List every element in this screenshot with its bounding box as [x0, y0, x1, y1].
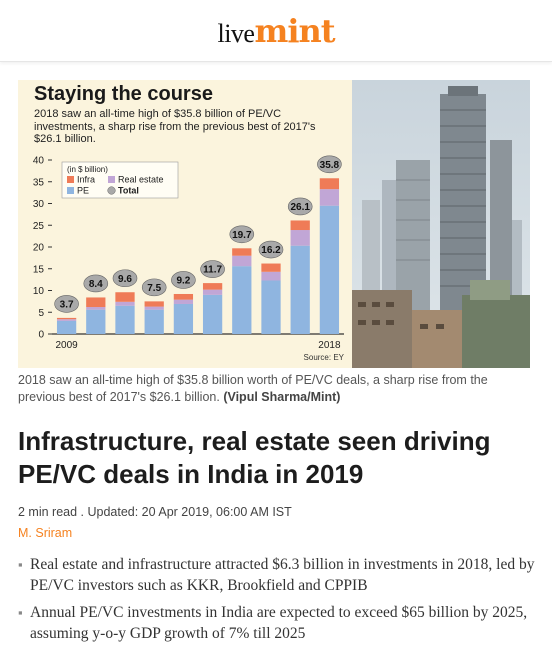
bar-segment-pe — [261, 280, 281, 334]
bar-segment-pe — [56, 320, 77, 334]
legend-label-real-estate: Real estate — [118, 175, 164, 185]
summary-item: ▪ Annual PE/VC investments in India are … — [18, 602, 538, 644]
total-bubble — [200, 260, 225, 278]
legend-unit-note: (in $ billion) — [67, 165, 108, 174]
chart-title: Staying the course — [34, 83, 213, 105]
article-summary: ▪ Real estate and infrastructure attract… — [18, 554, 538, 650]
livemint-logo[interactable]: live mint — [217, 11, 335, 50]
total-bubble — [141, 278, 167, 297]
bar-segment-infra — [56, 317, 77, 320]
bar-segment-infra — [290, 220, 310, 231]
total-label: 35.8 — [320, 160, 340, 171]
legend-swatch-infra — [67, 176, 74, 183]
bar-segment-real-estate — [261, 271, 281, 281]
y-tick-label: 20 — [33, 243, 45, 254]
bar-segment-infra — [115, 292, 135, 302]
bar-segment-real-estate — [290, 230, 310, 246]
photo-credit: (Vipul Sharma/Mint) — [223, 390, 341, 404]
bar-segment-infra — [261, 263, 281, 272]
y-tick-label: 15 — [33, 264, 45, 275]
total-label: 7.5 — [147, 283, 161, 294]
bar-segment-pe — [232, 266, 252, 334]
total-bubble — [258, 240, 284, 259]
summary-item: ▪ Real estate and infrastructure attract… — [18, 554, 538, 596]
x-tick-label: 2009 — [55, 340, 78, 351]
bar-segment-infra — [202, 283, 223, 290]
bar-segment-pe — [173, 303, 194, 334]
bar-segment-infra — [232, 248, 252, 256]
logo-live-text: live — [217, 18, 255, 48]
bar-segment-real-estate — [144, 306, 164, 310]
total-bubble — [171, 271, 196, 289]
caption-text: 2018 saw an all-time high of $35.8 billi… — [18, 373, 488, 404]
x-tick-label: 2018 — [318, 340, 341, 351]
legend-swatch-pe — [67, 187, 74, 194]
bar-segment-real-estate — [232, 255, 252, 267]
bar-segment-real-estate — [202, 289, 223, 295]
bar-segment-real-estate — [86, 307, 106, 310]
author-link[interactable]: M. Sriram — [18, 526, 73, 540]
total-bubble — [229, 225, 255, 244]
y-tick-label: 40 — [33, 156, 45, 167]
y-tick-label: 10 — [33, 286, 45, 297]
bar-segment-real-estate — [115, 301, 135, 306]
legend-box — [61, 161, 179, 199]
total-label: 9.6 — [118, 274, 132, 285]
chart-subtitle: 2018 saw an all-time high of $35.8 billi… — [34, 108, 316, 145]
total-bubble — [287, 197, 313, 216]
logo-mint-text: mint — [254, 11, 335, 50]
legend-label-pe: PE — [77, 186, 89, 196]
total-label: 19.7 — [232, 230, 252, 241]
article-meta: 2 min read . Updated: 20 Apr 2019, 06:00… — [18, 505, 292, 519]
city-skyline-photo — [352, 80, 530, 368]
square-bullet-icon: ▪ — [18, 605, 23, 620]
summary-text: Annual PE/VC investments in India are ex… — [30, 604, 528, 642]
article-headline: Infrastructure, real estate seen driving… — [18, 426, 491, 489]
total-label: 16.2 — [261, 245, 281, 256]
total-label: 26.1 — [290, 202, 310, 213]
bar-segment-real-estate — [173, 299, 194, 304]
total-bubble — [83, 274, 109, 293]
y-tick-label: 35 — [33, 177, 45, 188]
bar-chart-svg: 0 5 10 15 20 25 30 35 40 3.7 8.4 9.6 7.5 9.2 11.7 19.7 1… — [33, 155, 345, 362]
bar-segment-infra — [173, 293, 194, 300]
bar-segment-pe — [144, 309, 164, 334]
y-tick-label: 25 — [33, 221, 45, 232]
total-bubble — [112, 269, 138, 288]
bar-segment-pe — [290, 245, 310, 334]
site-header: live mint — [0, 0, 552, 62]
bar-segment-infra — [144, 301, 164, 307]
total-label: 9.2 — [176, 276, 190, 287]
bar-segment-pe — [115, 305, 135, 334]
figure-caption: 2018 saw an all-time high of $35.8 billi… — [18, 372, 533, 406]
legend-swatch-total — [107, 186, 116, 195]
chart-source: Source: EY — [304, 353, 345, 362]
total-bubble — [54, 295, 79, 313]
bar-segment-infra — [86, 297, 106, 308]
total-label: 8.4 — [89, 279, 103, 290]
bar-segment-pe — [319, 205, 340, 334]
total-bubble — [317, 155, 342, 174]
infographic-chart: Staying the course 2018 saw an all-time … — [18, 80, 352, 368]
legend-label-total: Total — [118, 186, 139, 196]
bar-segment-real-estate — [319, 189, 340, 206]
y-tick-label: 5 — [38, 308, 44, 319]
summary-text: Real estate and infrastructure attracted… — [30, 556, 535, 594]
article-figure: Staying the course 2018 saw an all-time … — [18, 80, 530, 368]
bar-segment-pe — [86, 309, 106, 334]
total-label: 3.7 — [60, 300, 74, 311]
total-label: 11.7 — [203, 265, 222, 276]
y-tick-label: 0 — [38, 330, 44, 341]
legend-label-infra: Infra — [77, 175, 95, 185]
bar-segment-infra — [319, 178, 340, 190]
square-bullet-icon: ▪ — [18, 557, 23, 572]
y-tick-label: 30 — [33, 199, 45, 210]
bar-segment-pe — [202, 294, 223, 334]
skyline-illustration — [352, 80, 530, 368]
legend-swatch-real-estate — [108, 176, 115, 183]
bar-segment-real-estate — [56, 319, 77, 321]
